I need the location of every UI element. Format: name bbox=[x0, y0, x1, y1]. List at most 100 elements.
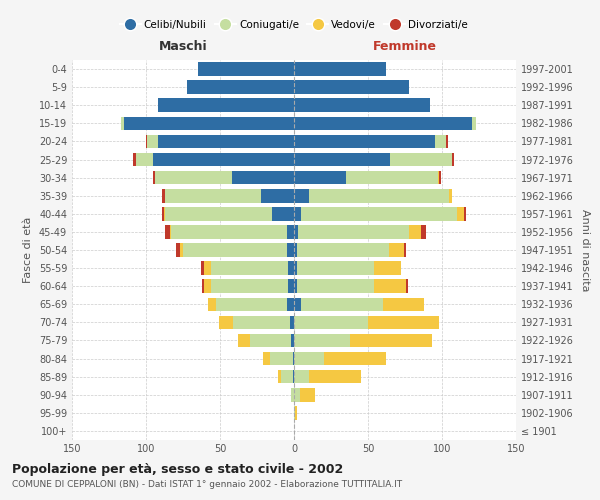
Bar bbox=[294, 152, 390, 166]
Bar bbox=[293, 352, 294, 366]
Bar bbox=[294, 352, 323, 366]
Bar bbox=[165, 207, 272, 220]
Bar bbox=[291, 388, 294, 402]
Bar bbox=[346, 171, 437, 184]
Bar bbox=[374, 262, 401, 275]
Bar bbox=[389, 243, 404, 257]
Bar bbox=[133, 152, 136, 166]
Bar bbox=[272, 207, 294, 220]
Bar bbox=[287, 298, 294, 311]
Bar bbox=[294, 316, 368, 329]
Bar bbox=[294, 225, 298, 238]
Bar bbox=[148, 134, 158, 148]
Bar bbox=[154, 152, 294, 166]
Bar bbox=[183, 243, 287, 257]
Bar bbox=[155, 171, 232, 184]
Bar bbox=[434, 134, 446, 148]
Bar bbox=[446, 134, 448, 148]
Bar bbox=[449, 189, 452, 202]
Bar bbox=[146, 134, 148, 148]
Bar bbox=[294, 334, 350, 347]
Bar bbox=[294, 98, 430, 112]
Bar bbox=[218, 316, 233, 329]
Bar bbox=[211, 280, 288, 293]
Bar bbox=[457, 207, 464, 220]
Bar bbox=[294, 134, 434, 148]
Bar bbox=[208, 298, 215, 311]
Bar bbox=[198, 62, 294, 76]
Bar bbox=[287, 243, 294, 257]
Bar bbox=[472, 116, 476, 130]
Bar bbox=[294, 243, 297, 257]
Bar bbox=[187, 80, 294, 94]
Bar bbox=[263, 352, 271, 366]
Bar bbox=[452, 152, 454, 166]
Bar bbox=[202, 280, 204, 293]
Text: Popolazione per età, sesso e stato civile - 2002: Popolazione per età, sesso e stato civil… bbox=[12, 462, 343, 475]
Text: Maschi: Maschi bbox=[158, 40, 208, 53]
Bar bbox=[368, 316, 439, 329]
Bar bbox=[294, 189, 309, 202]
Bar bbox=[288, 262, 294, 275]
Bar bbox=[233, 316, 290, 329]
Bar bbox=[406, 280, 408, 293]
Bar bbox=[121, 116, 124, 130]
Bar bbox=[409, 225, 421, 238]
Bar bbox=[294, 298, 301, 311]
Bar bbox=[165, 225, 170, 238]
Bar bbox=[295, 406, 297, 419]
Bar bbox=[165, 189, 262, 202]
Bar bbox=[162, 207, 164, 220]
Bar bbox=[294, 370, 309, 384]
Bar bbox=[323, 352, 386, 366]
Bar bbox=[158, 134, 294, 148]
Bar bbox=[439, 171, 440, 184]
Bar bbox=[294, 388, 300, 402]
Bar bbox=[136, 152, 154, 166]
Bar bbox=[287, 225, 294, 238]
Bar bbox=[437, 171, 439, 184]
Bar bbox=[204, 262, 211, 275]
Bar bbox=[176, 243, 180, 257]
Bar bbox=[294, 280, 297, 293]
Bar bbox=[294, 171, 346, 184]
Bar bbox=[201, 262, 204, 275]
Bar bbox=[291, 334, 294, 347]
Bar bbox=[350, 334, 431, 347]
Text: COMUNE DI CEPPALONI (BN) - Dati ISTAT 1° gennaio 2002 - Elaborazione TUTTITALIA.: COMUNE DI CEPPALONI (BN) - Dati ISTAT 1°… bbox=[12, 480, 402, 489]
Bar bbox=[294, 62, 386, 76]
Bar bbox=[278, 370, 281, 384]
Legend: Celibi/Nubili, Coniugati/e, Vedovi/e, Divorziati/e: Celibi/Nubili, Coniugati/e, Vedovi/e, Di… bbox=[116, 16, 472, 34]
Bar bbox=[293, 370, 294, 384]
Bar bbox=[211, 262, 288, 275]
Bar bbox=[232, 171, 294, 184]
Bar bbox=[262, 189, 294, 202]
Bar bbox=[294, 80, 409, 94]
Bar bbox=[421, 225, 426, 238]
Bar bbox=[464, 207, 466, 220]
Bar bbox=[297, 243, 389, 257]
Bar bbox=[404, 243, 406, 257]
Bar bbox=[124, 116, 294, 130]
Bar bbox=[164, 207, 165, 220]
Bar bbox=[170, 225, 171, 238]
Bar bbox=[298, 225, 409, 238]
Bar bbox=[301, 207, 457, 220]
Bar bbox=[297, 262, 374, 275]
Bar bbox=[171, 225, 287, 238]
Y-axis label: Fasce di età: Fasce di età bbox=[23, 217, 33, 283]
Bar bbox=[301, 298, 383, 311]
Bar bbox=[271, 352, 293, 366]
Bar bbox=[294, 116, 472, 130]
Bar bbox=[162, 189, 165, 202]
Y-axis label: Anni di nascita: Anni di nascita bbox=[580, 209, 590, 291]
Bar bbox=[250, 334, 291, 347]
Bar bbox=[290, 316, 294, 329]
Bar bbox=[374, 280, 406, 293]
Bar bbox=[383, 298, 424, 311]
Text: Femmine: Femmine bbox=[373, 40, 437, 53]
Bar bbox=[154, 171, 155, 184]
Bar bbox=[180, 243, 183, 257]
Bar bbox=[390, 152, 452, 166]
Bar bbox=[309, 370, 361, 384]
